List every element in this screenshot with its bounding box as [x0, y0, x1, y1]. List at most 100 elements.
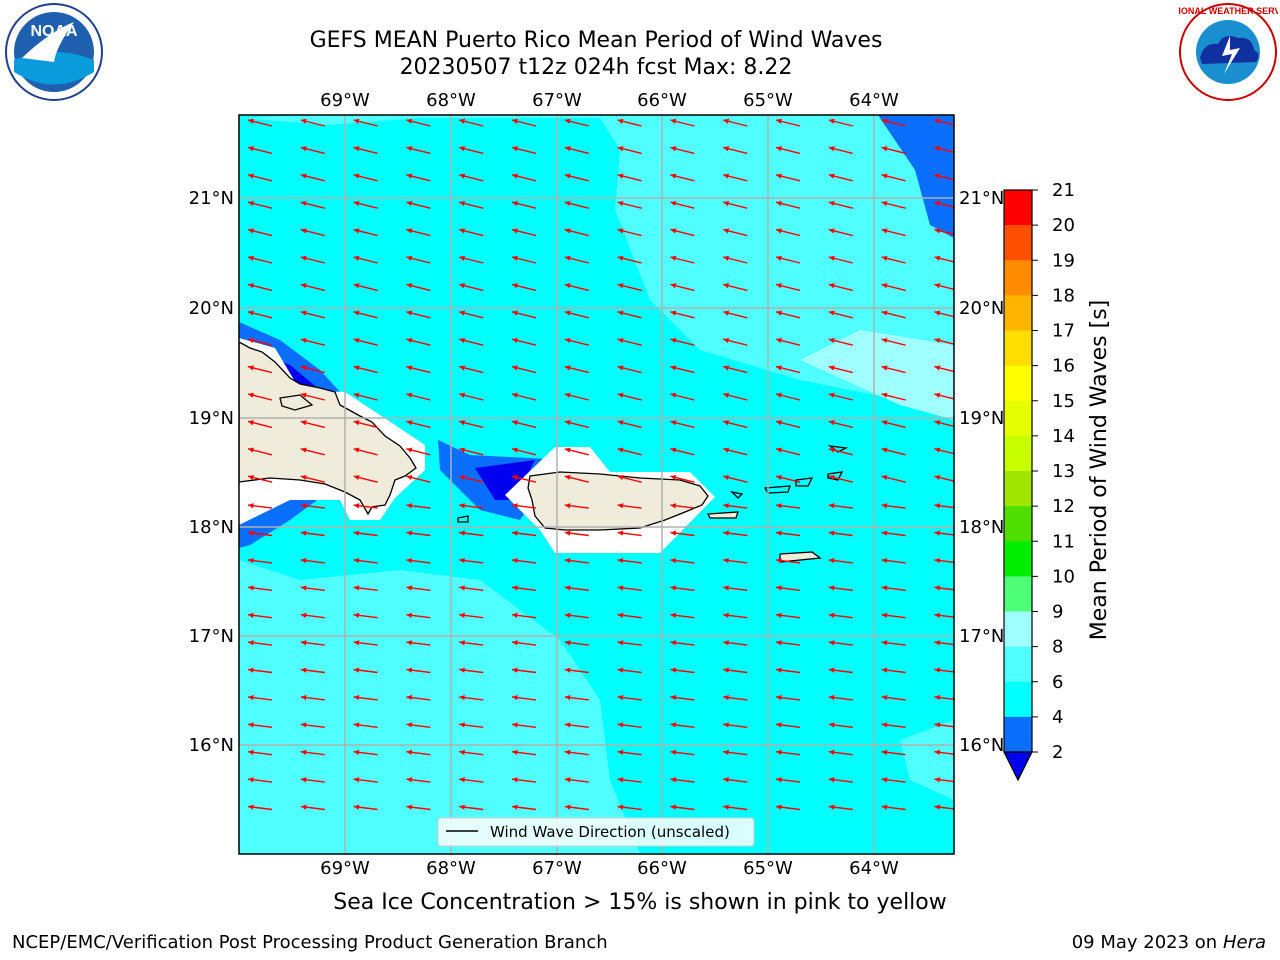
- lat-label-left: 18°N: [189, 517, 234, 538]
- colorbar-tick-label: 14: [1052, 426, 1075, 447]
- wind-arrow: [459, 420, 484, 429]
- wind-arrow: [775, 474, 801, 483]
- colorbar-segment: [1004, 541, 1032, 577]
- wind-arrow: [459, 777, 484, 783]
- wind-arrow: [775, 585, 801, 591]
- wind-arrow: [670, 283, 695, 292]
- wind-arrow: [353, 365, 378, 374]
- chart-title: GEFS MEAN Puerto Rico Mean Period of Win…: [309, 28, 883, 53]
- wind-arrow: [300, 585, 325, 591]
- wind-arrow: [247, 173, 273, 182]
- period-band-6-8: [240, 115, 954, 420]
- lon-label-top: 64°W: [849, 90, 899, 111]
- wind-arrow: [353, 337, 378, 346]
- wind-arrow: [247, 585, 273, 591]
- colorbar-segment: [1004, 646, 1032, 683]
- wind-arrow: [353, 173, 378, 182]
- wind-arrow: [406, 228, 431, 237]
- wind-arrow: [406, 777, 431, 783]
- wind-arrow: [617, 365, 642, 374]
- wind-arrow: [881, 749, 906, 756]
- wind-arrow: [670, 640, 695, 646]
- wind-arrow: [459, 474, 484, 483]
- colorbar-tick-label: 9: [1052, 602, 1063, 623]
- wind-arrow: [406, 612, 431, 619]
- lat-label-left: 19°N: [189, 408, 234, 429]
- wind-arrow: [617, 530, 642, 537]
- wind-arrow: [353, 255, 378, 264]
- wind-arrow: [300, 749, 325, 756]
- wind-arrow: [934, 777, 954, 783]
- wind-arrow: [723, 777, 748, 783]
- wind-arrow: [617, 173, 642, 182]
- wind-arrow: [353, 585, 378, 591]
- wind-arrow: [617, 585, 642, 591]
- wind-arrow: [353, 503, 378, 509]
- wind-arrow: [670, 694, 695, 701]
- wind-arrow: [564, 447, 589, 456]
- wind-arrow: [511, 447, 537, 456]
- wind-arrow: [564, 118, 589, 127]
- wind-arrow: [564, 694, 589, 701]
- wind-arrow: [406, 722, 431, 728]
- wind-arrow: [511, 694, 537, 701]
- wind-arrow: [670, 255, 695, 264]
- wind-arrow: [564, 310, 589, 319]
- wind-arrow: [300, 722, 325, 728]
- wind-arrow: [934, 667, 954, 673]
- wind-arrow: [828, 447, 853, 456]
- wind-arrow: [723, 667, 748, 674]
- wind-arrow: [511, 365, 537, 374]
- colorbar-segment: [1004, 365, 1032, 402]
- wind-arrow: [617, 640, 642, 646]
- wind-arrow: [511, 777, 537, 783]
- wind-arrow: [617, 612, 642, 619]
- wind-arrow: [406, 337, 431, 346]
- wind-arrow: [881, 667, 906, 674]
- wind-arrow: [723, 365, 748, 374]
- wind-arrow: [723, 612, 748, 619]
- wind-arrow: [881, 173, 906, 182]
- wind-arrow: [353, 310, 378, 319]
- wind-arrow: [881, 640, 906, 646]
- land-vieques: [706, 511, 739, 519]
- lon-label-bottom: 67°W: [532, 858, 582, 879]
- wind-arrow: [828, 392, 853, 401]
- wind-arrow: [775, 283, 801, 292]
- wind-arrow: [564, 365, 589, 374]
- wind-arrow: [247, 612, 273, 619]
- noaa-logo-text: NOAA: [30, 23, 78, 40]
- wind-arrow: [406, 447, 431, 456]
- wind-arrow: [881, 530, 906, 537]
- wind-arrow: [934, 392, 954, 400]
- wind-arrow: [670, 392, 695, 401]
- period-band-6-8-south: [239, 560, 640, 854]
- wind-arrow: [934, 228, 954, 236]
- wind-arrow: [670, 173, 695, 182]
- wind-arrow: [564, 749, 589, 756]
- wind-arrow: [934, 337, 954, 345]
- wind-arrow: [564, 173, 589, 182]
- wind-arrow: [459, 365, 484, 374]
- wind-arrow: [723, 722, 748, 728]
- wind-arrow: [353, 118, 378, 127]
- wind-arrow: [459, 612, 484, 619]
- lat-label-right: 18°N: [959, 517, 1004, 538]
- wind-arrow: [881, 337, 906, 346]
- wind-arrow: [881, 447, 906, 456]
- wind-arrow: [247, 447, 273, 456]
- wind-arrow: [459, 503, 484, 509]
- wind-arrow: [723, 804, 748, 811]
- wind-arrow: [723, 283, 748, 292]
- wind-arrow: [934, 255, 954, 263]
- wind-arrow: [247, 365, 273, 374]
- wind-arrow: [564, 337, 589, 346]
- wind-arrow: [247, 255, 273, 264]
- wind-arrow: [459, 255, 484, 264]
- period-band-2-4-ne: [878, 115, 954, 238]
- colorbar-segment: [1004, 576, 1032, 612]
- wind-arrow: [775, 337, 801, 346]
- colorbar-segment: [1004, 330, 1032, 367]
- wind-arrow: [881, 503, 906, 509]
- wind-arrow: [511, 283, 537, 292]
